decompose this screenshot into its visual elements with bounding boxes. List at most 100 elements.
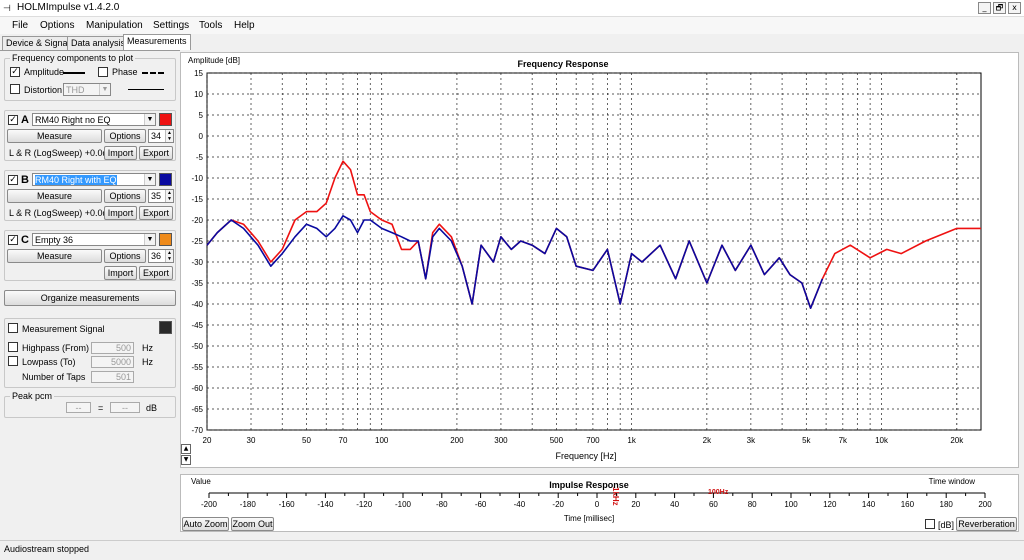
db-checkbox[interactable] [925, 519, 935, 529]
impulse-tick-label: -180 [240, 500, 257, 509]
status-text: Audiostream stopped [4, 544, 90, 554]
chevron-down-icon: ▼ [99, 84, 110, 95]
measurement-a-export-button[interactable]: Export [139, 146, 173, 160]
measurement-b-info: L & R (LogSweep) +0.0dB [9, 208, 114, 218]
measurement-c-measure-button[interactable]: Measure [7, 249, 102, 263]
chart-series [206, 160, 981, 309]
lowpass-input[interactable]: 5000 [91, 356, 134, 368]
peak-left-value: -- [66, 402, 91, 413]
taps-input[interactable]: 501 [91, 371, 134, 383]
x-tick-label: 50 [302, 436, 311, 445]
highpass-checkbox[interactable] [8, 342, 18, 352]
measurement-a-letter: A [21, 114, 29, 126]
measurement-signal-color-swatch[interactable] [159, 321, 172, 334]
measurement-c-options-button[interactable]: Options [104, 249, 146, 263]
scroll-up-icon[interactable]: ▲ [181, 444, 191, 454]
impulse-x-label: Time [millisec] [564, 514, 614, 523]
x-tick-label: 700 [586, 436, 600, 445]
tab-measurements[interactable]: Measurements [123, 34, 191, 50]
measurement-a-group [4, 110, 176, 161]
frequency-response-plot[interactable]: Amplitude [dB] Frequency Response Freque… [180, 52, 1019, 468]
spinner-arrows-icon[interactable]: ▲ ▼ [165, 190, 173, 202]
measurement-a-options-button[interactable]: Options [104, 129, 146, 143]
measurement-a-checkbox[interactable]: ✓ [8, 115, 18, 125]
menu-settings[interactable]: Settings [153, 20, 190, 31]
peak-pcm-group: Peak pcm [4, 391, 176, 418]
amplitude-line-sample [63, 72, 85, 74]
organize-measurements-button[interactable]: Organize measurements [4, 290, 176, 306]
amplitude-label: Amplitude [24, 67, 65, 77]
impulse-tick-label: -80 [436, 500, 448, 509]
amplitude-checkbox[interactable]: ✓ [10, 67, 20, 77]
measurement-c-select[interactable]: Empty 36 ▼ [32, 233, 156, 246]
menu-manipulation[interactable]: Manipulation [86, 20, 143, 31]
measurement-a-color-swatch[interactable] [159, 113, 172, 126]
measurement-a-measure-button[interactable]: Measure [7, 129, 102, 143]
measurement-b-export-button[interactable]: Export [139, 206, 173, 220]
measurement-c-color-swatch[interactable] [159, 233, 172, 246]
measurement-b-group [4, 170, 176, 221]
menu-help[interactable]: Help [234, 20, 255, 31]
zoom-out-button[interactable]: Zoom Out [231, 517, 274, 531]
measurement-c-letter: C [21, 234, 29, 246]
measurement-signal-checkbox[interactable] [8, 323, 18, 333]
marker-100hz: 100Hz [708, 489, 729, 496]
measurement-b-select[interactable]: RM40 Right with EQ ▼ [32, 173, 156, 186]
y-tick-label: -10 [191, 174, 203, 183]
measurement-b-import-button[interactable]: Import [104, 206, 137, 220]
distortion-select[interactable]: THD ▼ [63, 83, 111, 96]
measurement-c-checkbox[interactable]: ✓ [8, 235, 18, 245]
measurement-c-count: 36 [151, 251, 162, 261]
measurement-b-options-button[interactable]: Options [104, 189, 146, 203]
marker-1khz: 1kHz [611, 487, 620, 506]
impulse-response-axis: Value Impulse Response Time window Time … [191, 477, 992, 523]
lowpass-checkbox[interactable] [8, 356, 18, 366]
tab-device-signal[interactable]: Device & Signal [2, 36, 74, 50]
close-button[interactable]: x [1008, 2, 1021, 14]
spinner-arrows-icon[interactable]: ▲ ▼ [165, 250, 173, 262]
measurement-c-export-button[interactable]: Export [139, 266, 173, 280]
impulse-response-plot[interactable]: Value Impulse Response Time window Time … [180, 474, 1019, 532]
impulse-tick-label: 140 [862, 500, 876, 509]
x-axis-label: Frequency [Hz] [555, 451, 616, 461]
minimize-button[interactable]: _ [978, 2, 991, 14]
maximize-button[interactable]: 🗗 [993, 2, 1006, 14]
taps-label: Number of Taps [22, 372, 86, 382]
tab-data-analysis[interactable]: Data analysis [67, 36, 130, 50]
measurement-c-count-spinner[interactable]: 36 ▲ ▼ [148, 249, 174, 263]
menu-tools[interactable]: Tools [199, 20, 223, 31]
plot-frame [206, 72, 982, 431]
y-tick-label: -30 [191, 258, 203, 267]
distortion-checkbox[interactable] [10, 84, 20, 94]
measurement-b-count-spinner[interactable]: 35 ▲ ▼ [148, 189, 174, 203]
phase-label: Phase [112, 67, 138, 77]
measurement-b-checkbox[interactable]: ✓ [8, 175, 18, 185]
spinner-arrows-icon[interactable]: ▲ ▼ [165, 130, 173, 142]
y-tick-label: -45 [191, 321, 203, 330]
y-tick-label: -60 [191, 384, 203, 393]
scroll-down-icon[interactable]: ▼ [181, 455, 191, 465]
x-tick-label: 200 [450, 436, 464, 445]
x-tick-label: 500 [550, 436, 564, 445]
impulse-tick-label: -40 [514, 500, 526, 509]
menu-file[interactable]: File [12, 20, 29, 31]
distortion-value: THD [66, 85, 85, 95]
measurement-b-color-swatch[interactable] [159, 173, 172, 186]
peak-right-value: -- [110, 402, 140, 413]
measurement-a-count-spinner[interactable]: 34 ▲ ▼ [148, 129, 174, 143]
impulse-value-label: Value [191, 477, 211, 486]
reverberation-button[interactable]: Reverberation [956, 517, 1017, 531]
measurement-b-measure-button[interactable]: Measure [7, 189, 102, 203]
auto-zoom-button[interactable]: Auto Zoom [182, 517, 229, 531]
menu-options[interactable]: Options [40, 20, 75, 31]
measurement-a-import-button[interactable]: Import [104, 146, 137, 160]
impulse-tick-label: 200 [978, 500, 992, 509]
lowpass-label: Lowpass (To) [22, 357, 76, 367]
impulse-tick-label: 100 [784, 500, 798, 509]
measurement-a-select[interactable]: RM40 Right no EQ ▼ [32, 113, 156, 126]
measurement-c-import-button[interactable]: Import [104, 266, 137, 280]
highpass-input[interactable]: 500 [91, 342, 134, 354]
phase-checkbox[interactable] [98, 67, 108, 77]
y-tick-label: -25 [191, 237, 203, 246]
